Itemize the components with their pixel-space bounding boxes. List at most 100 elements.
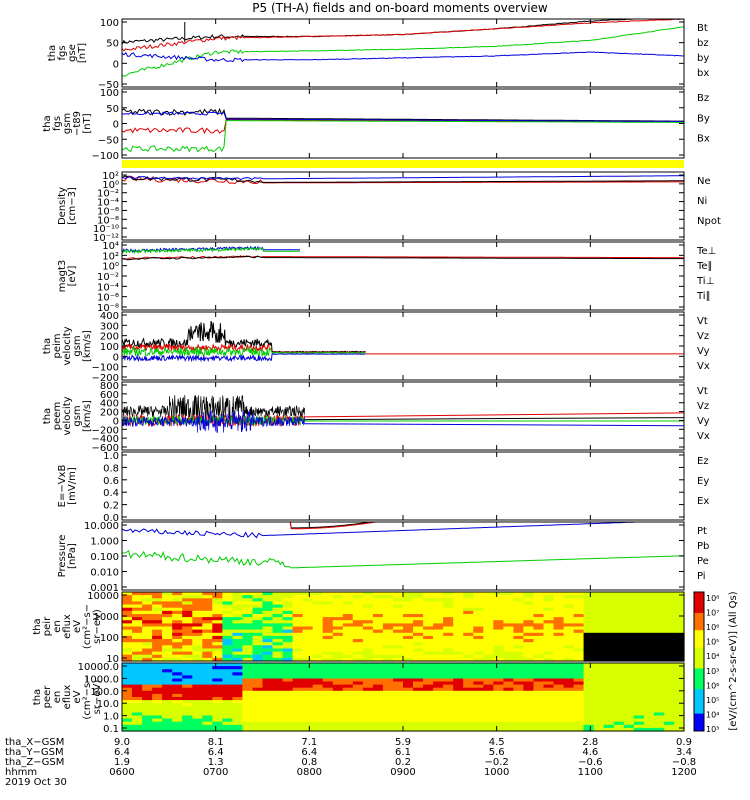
spec-cell [653,690,665,695]
spec-cell [272,654,284,659]
spec-cell [162,629,173,634]
spec-cell [663,648,675,653]
spec-cell [122,687,133,692]
spec-cell [563,626,575,631]
spec-cell [483,721,494,726]
spec-cell [403,645,414,649]
spec-cell [573,648,585,653]
spec-cell [192,623,203,628]
spec-cell [663,709,675,714]
spec-cell [362,669,374,673]
spec-cell [503,721,514,726]
spec-cell [643,642,655,646]
spec-cell [152,635,163,640]
spec-cell [423,684,434,689]
spec-cell [172,709,183,714]
colorbar-step [694,616,704,621]
spec-cell [523,721,534,726]
spec-cell [152,703,163,707]
spec-cell [352,645,364,649]
spec-cell [122,617,133,621]
spec-cell [423,715,434,720]
spec-cell [192,598,203,602]
spec-cell [292,601,304,606]
spec-cell [202,675,213,680]
spec-cell [413,672,424,676]
spec-cell [202,629,213,634]
spec-cell [523,703,534,707]
spec-cell [232,700,243,704]
spec-cell [483,642,494,646]
spec-cell [342,607,354,612]
spec-cell [423,648,434,653]
y-axis-label: sr−eV) [92,680,103,715]
spec-cell [443,687,454,692]
spec-cell [643,675,655,680]
spec-cell [142,715,153,720]
spec-cell [192,601,203,606]
spec-cell [122,684,133,689]
spec-cell [633,626,645,631]
spec-cell [162,632,173,637]
spec-cell [232,635,243,640]
spec-cell [142,623,153,628]
spec-cell [342,657,354,662]
spec-cell [262,604,274,609]
spec-cell [342,700,354,704]
spec-cell [132,693,143,698]
spec-cell [553,642,565,646]
spec-cell [583,620,595,624]
spec-cell [643,626,655,631]
y-tick-label: 0.100 [90,552,119,563]
spec-cell [674,687,685,692]
spec-cell [633,687,645,692]
spec-cell [252,620,264,624]
spec-cell [453,678,464,683]
spec-cell [312,604,324,609]
spec-cell [583,607,595,612]
spec-cell [292,607,304,612]
spec-cell [623,678,635,683]
spec-cell [413,620,424,624]
spec-cell [172,706,183,710]
spec-cell [302,663,314,667]
spec-cell [242,700,253,704]
spec-cell [292,703,304,707]
spec-cell [643,648,655,653]
spec-cell [603,669,615,673]
spec-cell [413,690,424,695]
spec-cell [142,700,153,704]
spec-cell [393,681,404,686]
spec-cell [513,700,524,704]
spec-cell [252,657,264,662]
temp-line-2 [121,255,684,260]
spec-cell [613,610,625,615]
spec-cell [182,706,193,710]
spec-cell [292,690,304,695]
y-tick-label: 1.0 [103,451,119,462]
spec-cell [182,669,193,673]
spec-cell [463,703,474,707]
colorbar-step [694,703,704,708]
spec-cell [212,601,223,606]
spec-cell [222,727,233,732]
spec-cell [513,687,524,692]
spec-cell [202,712,213,717]
spec-cell [453,604,464,609]
spec-cell [653,697,665,701]
spec-cell [352,669,364,673]
spec-cell [352,617,364,621]
spec-cell [603,654,615,659]
spec-cell [132,617,143,621]
spec-cell [182,693,193,698]
spec-cell [523,669,534,673]
spec-cell [172,607,183,612]
spec-cell [182,709,193,714]
spec-cell [232,639,243,643]
spec-cell [272,715,284,720]
spec-cell [192,607,203,612]
spec-cell [202,678,213,683]
spec-cell [152,610,163,615]
spec-cell [663,607,675,612]
spec-cell [443,675,454,680]
